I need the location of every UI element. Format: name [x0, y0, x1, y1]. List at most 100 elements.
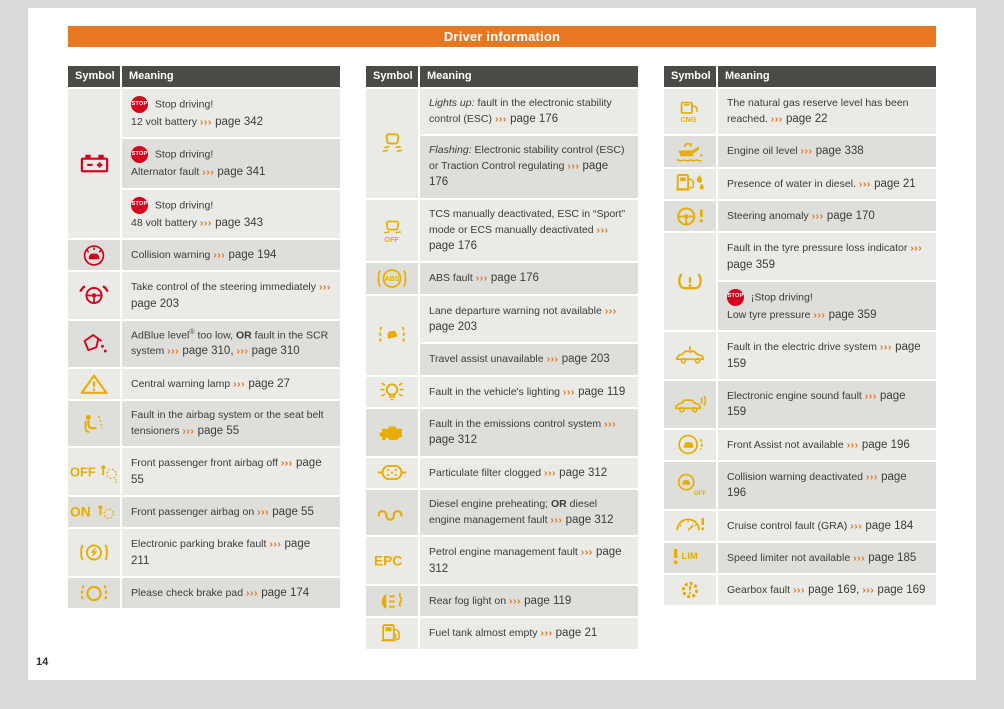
collision-warning-off-icon: OFF [673, 472, 707, 498]
meaning-cell: Front Assist not available ››› page 196 [718, 429, 936, 460]
meaning-cell: Fault in the tyre pressure loss indicato… [718, 233, 936, 280]
cross-reference-arrow: ››› [167, 345, 180, 358]
symbol-cell [366, 295, 418, 375]
front-assist-icon [674, 432, 706, 457]
table-row: OFF 2 Front passenger front airbag off ›››… [68, 448, 340, 495]
table-row: OFF TCS manually deactivated, ESC in “Spo… [366, 199, 638, 262]
cross-reference-arrow: ››› [604, 418, 617, 430]
meaning-line: Lights up: fault in the electronic stabi… [429, 97, 612, 125]
collision-warning-icon [78, 243, 110, 268]
symbol-cell [366, 489, 418, 536]
airbag-on-icon: ON [70, 500, 118, 524]
cross-reference-arrow: ››› [508, 594, 521, 607]
cross-reference-arrow: ››› [550, 513, 563, 526]
table-row: Lane departure warning not available ›››… [366, 295, 638, 375]
symbol-table-3: Symbol Meaning CNG The natural gas reserve … [664, 66, 936, 607]
cross-reference-arrow: ››› [475, 272, 488, 285]
symbol-cell [664, 429, 716, 460]
electric-drive-icon [673, 343, 707, 368]
meaning-cell: Front passenger airbag on ››› page 55 [122, 496, 340, 528]
meaning-line: Fault in the tyre pressure loss indicato… [727, 242, 923, 271]
meaning-cell: Electronic engine sound fault ››› page 1… [718, 380, 936, 428]
meaning-cell: Electronic parking brake fault ››› page … [122, 529, 340, 576]
meaning-line: Collision warning ››› page 194 [131, 248, 277, 261]
svg-text:LIM: LIM [681, 551, 697, 562]
symbol-cell [68, 368, 120, 400]
symbol-cell [366, 457, 418, 488]
symbol-cell: ABS [366, 263, 418, 294]
stop-badge: STOP [131, 146, 148, 164]
meaning-line: Central warning lamp ››› page 27 [131, 377, 290, 390]
cross-reference-arrow: ››› [770, 112, 783, 125]
svg-text:OFF: OFF [70, 464, 96, 479]
cross-reference-arrow: ››› [858, 177, 871, 190]
column-header-meaning: Meaning [420, 66, 638, 87]
meaning-line: Please check brake pad ››› page 174 [131, 586, 310, 599]
cross-reference-arrow: ››› [280, 457, 293, 470]
meaning-line: Front passenger front airbag off ››› pag… [131, 457, 322, 486]
symbol-cell [68, 577, 120, 609]
symbol-cell [366, 376, 418, 407]
symbol-cell: ON [68, 496, 120, 528]
meaning-cell: Take control of the steering immediately… [122, 272, 340, 319]
engine-icon [376, 420, 408, 445]
svg-text:OFF: OFF [694, 490, 707, 497]
gearbox-icon [675, 578, 705, 602]
symbol-cell: OFF 2 [68, 448, 120, 495]
symbol-cell [664, 332, 716, 379]
symbol-cell [366, 409, 418, 456]
meaning-cell: STOP ¡Stop driving! Low tyre pressure ›››… [718, 281, 936, 331]
meaning-cell: Fuel tank almost empty ››› page 21 [420, 618, 638, 649]
symbol-cell [664, 136, 716, 167]
symbol-cell [664, 200, 716, 232]
cross-reference-arrow: ››› [246, 586, 258, 599]
meaning-line: Fault in the vehicle's lighting ››› page… [429, 385, 626, 398]
cross-reference-arrow: ››› [862, 584, 875, 597]
table-row: Collision warning ››› page 194 [68, 239, 340, 271]
parking-brake-icon [78, 540, 110, 565]
meaning-cell: Petrol engine management fault ››› page … [420, 537, 638, 584]
column-header-symbol: Symbol [664, 66, 716, 87]
meaning-cell: Central warning lamp ››› page 27 [122, 368, 340, 400]
symbol-cell [68, 320, 120, 367]
table-row: STOP Stop driving! 12 volt battery ››› pa… [68, 89, 340, 238]
meaning-cell: STOP Stop driving! 48 volt battery ››› pa… [122, 189, 340, 238]
cross-reference-arrow: ››› [813, 308, 826, 321]
water-in-diesel-icon [673, 171, 707, 196]
cross-reference-arrow: ››› [596, 223, 609, 236]
svg-text:OFF: OFF [384, 235, 399, 243]
cross-reference-arrow: ››› [199, 216, 212, 229]
cross-reference-arrow: ››› [604, 304, 617, 317]
column-header-symbol: Symbol [68, 66, 120, 87]
cross-reference-arrow: ››› [792, 584, 805, 597]
cross-reference-arrow: ››› [567, 160, 580, 173]
cross-reference-arrow: ››› [543, 466, 556, 479]
meaning-cell: Lane departure warning not available ›››… [420, 295, 638, 343]
tyre-pressure-icon [675, 270, 705, 294]
symbol-cell [68, 401, 120, 447]
meaning-line: 12 volt battery ››› page 342 [131, 116, 264, 128]
cross-reference-arrow: ››› [800, 145, 813, 158]
meaning-line: Particulate filter clogged ››› page 312 [429, 466, 608, 479]
cross-reference-arrow: ››› [846, 438, 859, 451]
svg-text:2: 2 [114, 479, 117, 484]
svg-text:ABS: ABS [385, 275, 400, 283]
table-row: Fuel tank almost empty ››› page 21 [366, 618, 638, 649]
symbol-cell [366, 585, 418, 617]
meaning-line: Alternator fault ››› page 341 [131, 166, 266, 179]
meaning-line: Diesel engine preheating; OR diesel engi… [429, 497, 614, 526]
meaning-line: TCS manually deactivated, ESC in “Sport”… [429, 207, 626, 253]
table-row: Fault in the tyre pressure loss indicato… [664, 233, 936, 331]
column-header-meaning: Meaning [718, 66, 936, 87]
speed-limiter-icon: LIM [670, 545, 710, 570]
symbol-cell [664, 510, 716, 541]
lane-departure-icon [375, 323, 409, 348]
table-row: Electronic parking brake fault ››› page … [68, 529, 340, 576]
cross-reference-arrow: ››› [236, 345, 249, 358]
meaning-line: Presence of water in diesel. ››› page 21 [727, 177, 916, 190]
engine-sound-icon [673, 392, 707, 417]
cross-reference-arrow: ››› [850, 519, 863, 532]
table-row: CNG The natural gas reserve level has bee… [664, 89, 936, 135]
meaning-cell: Flashing: Electronic stability control (… [420, 136, 638, 198]
meaning-line: Electronic engine sound fault ››› page 1… [727, 389, 906, 419]
